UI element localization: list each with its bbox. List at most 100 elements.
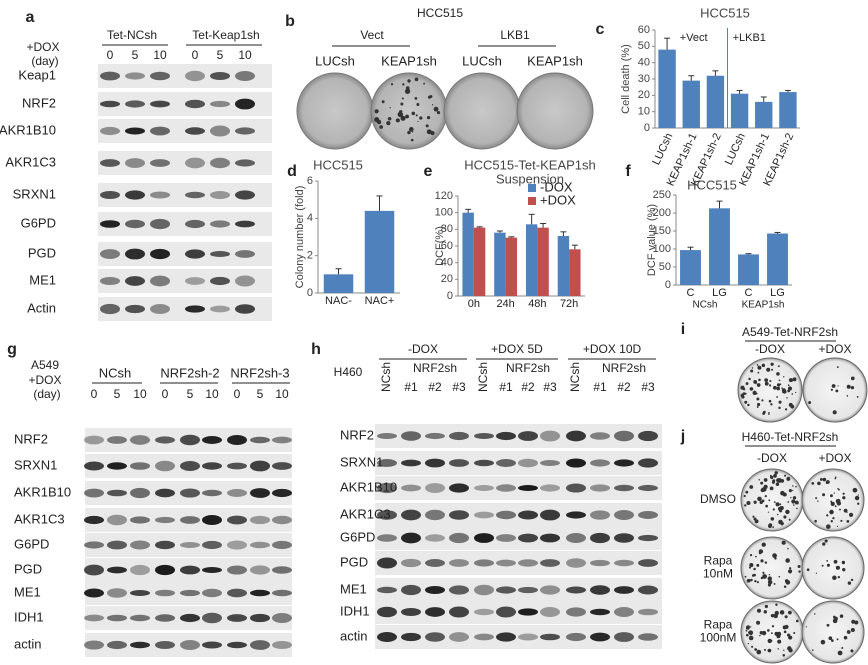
colony xyxy=(788,378,793,383)
x-tick-label: LG xyxy=(712,287,727,299)
blot-band xyxy=(272,436,292,444)
blot-band xyxy=(250,460,270,472)
colony xyxy=(832,410,837,415)
colony xyxy=(817,481,821,486)
colony xyxy=(831,639,834,642)
blot-band xyxy=(449,510,469,520)
blot-band xyxy=(250,541,270,549)
lane-label: 5 xyxy=(187,387,194,401)
blot-band xyxy=(235,304,255,314)
blot-band xyxy=(614,430,634,442)
colony xyxy=(764,648,767,651)
colony xyxy=(754,382,757,385)
bar xyxy=(364,210,395,293)
blot-band xyxy=(150,248,170,260)
colony xyxy=(774,474,777,477)
colony xyxy=(760,481,764,485)
blot-band xyxy=(425,607,445,617)
lane-label: #1 xyxy=(593,380,607,394)
blot-band xyxy=(150,100,170,108)
blot-band xyxy=(401,558,421,568)
x-tick-label: NAC+ xyxy=(365,295,395,307)
colony xyxy=(764,561,768,564)
bar xyxy=(755,101,773,128)
colony xyxy=(832,575,837,581)
blot-band xyxy=(566,586,586,594)
row-label: SRXN1 xyxy=(13,186,56,201)
blot-band xyxy=(425,585,445,595)
label: +DOX xyxy=(818,451,851,465)
colony xyxy=(771,625,775,628)
panel-letter: j xyxy=(680,428,685,445)
colony xyxy=(744,400,748,404)
colony xyxy=(838,488,840,491)
colony xyxy=(750,369,754,373)
blot-band xyxy=(425,509,445,521)
blot-band xyxy=(474,484,494,492)
x-tick-label: 24h xyxy=(496,298,514,310)
label: Tet-Keap1sh xyxy=(192,28,259,42)
error-bar xyxy=(465,208,472,213)
colony xyxy=(777,639,782,644)
blot-band xyxy=(638,484,658,492)
colony xyxy=(746,578,751,583)
colony xyxy=(410,138,414,142)
label: (day) xyxy=(33,387,60,401)
colony xyxy=(429,95,433,98)
colony xyxy=(435,108,438,111)
blot-band xyxy=(155,540,175,550)
colony xyxy=(411,131,414,133)
blot-band xyxy=(84,588,104,598)
label: NRF2sh xyxy=(602,361,646,375)
blot-band xyxy=(227,565,247,575)
colony xyxy=(416,103,420,107)
colony xyxy=(763,610,767,614)
colony xyxy=(759,634,761,637)
row-label: Actin xyxy=(27,300,56,315)
dish xyxy=(737,357,803,423)
colony xyxy=(761,363,766,368)
bar xyxy=(569,249,581,296)
colony xyxy=(830,501,835,506)
colony xyxy=(851,619,856,624)
y-tick-label: 40 xyxy=(638,57,650,69)
colony xyxy=(777,513,779,516)
label: -DOX xyxy=(757,451,787,465)
x-tick-label: LUCsh xyxy=(723,131,748,167)
y-tick-label: 200 xyxy=(653,207,671,219)
colony xyxy=(821,564,824,567)
colony xyxy=(836,525,839,527)
colony xyxy=(776,396,778,398)
row-label: PGD xyxy=(14,561,42,576)
blot-band xyxy=(425,483,445,493)
blot-band xyxy=(590,459,610,467)
colony xyxy=(761,499,765,503)
colony xyxy=(397,111,404,118)
blot-band xyxy=(449,483,469,493)
blot-band xyxy=(496,606,516,618)
blot-band xyxy=(540,459,560,467)
row-label: Keap1 xyxy=(18,67,56,82)
bar xyxy=(658,49,676,128)
legend-swatch xyxy=(528,197,536,205)
blot-band xyxy=(210,305,230,313)
blot-band xyxy=(180,613,200,623)
blot-band xyxy=(107,514,127,526)
lane-label: NCsh xyxy=(568,362,582,392)
blot-band xyxy=(84,435,104,445)
y-axis-label: Colony number (fold) xyxy=(294,186,306,289)
colony xyxy=(747,403,750,407)
colony xyxy=(756,364,759,366)
blot-band xyxy=(84,488,104,498)
row-label: AKR1B10 xyxy=(340,479,397,494)
blot-band xyxy=(272,462,292,470)
blot-band xyxy=(202,462,222,470)
colony xyxy=(756,620,761,625)
x-tick-label: C xyxy=(745,287,753,299)
panel-letter: b xyxy=(285,13,295,30)
blot-band xyxy=(449,585,469,595)
blot-band xyxy=(107,588,127,598)
blot-band xyxy=(474,459,494,467)
blot-band xyxy=(180,541,200,549)
colony xyxy=(767,576,772,581)
